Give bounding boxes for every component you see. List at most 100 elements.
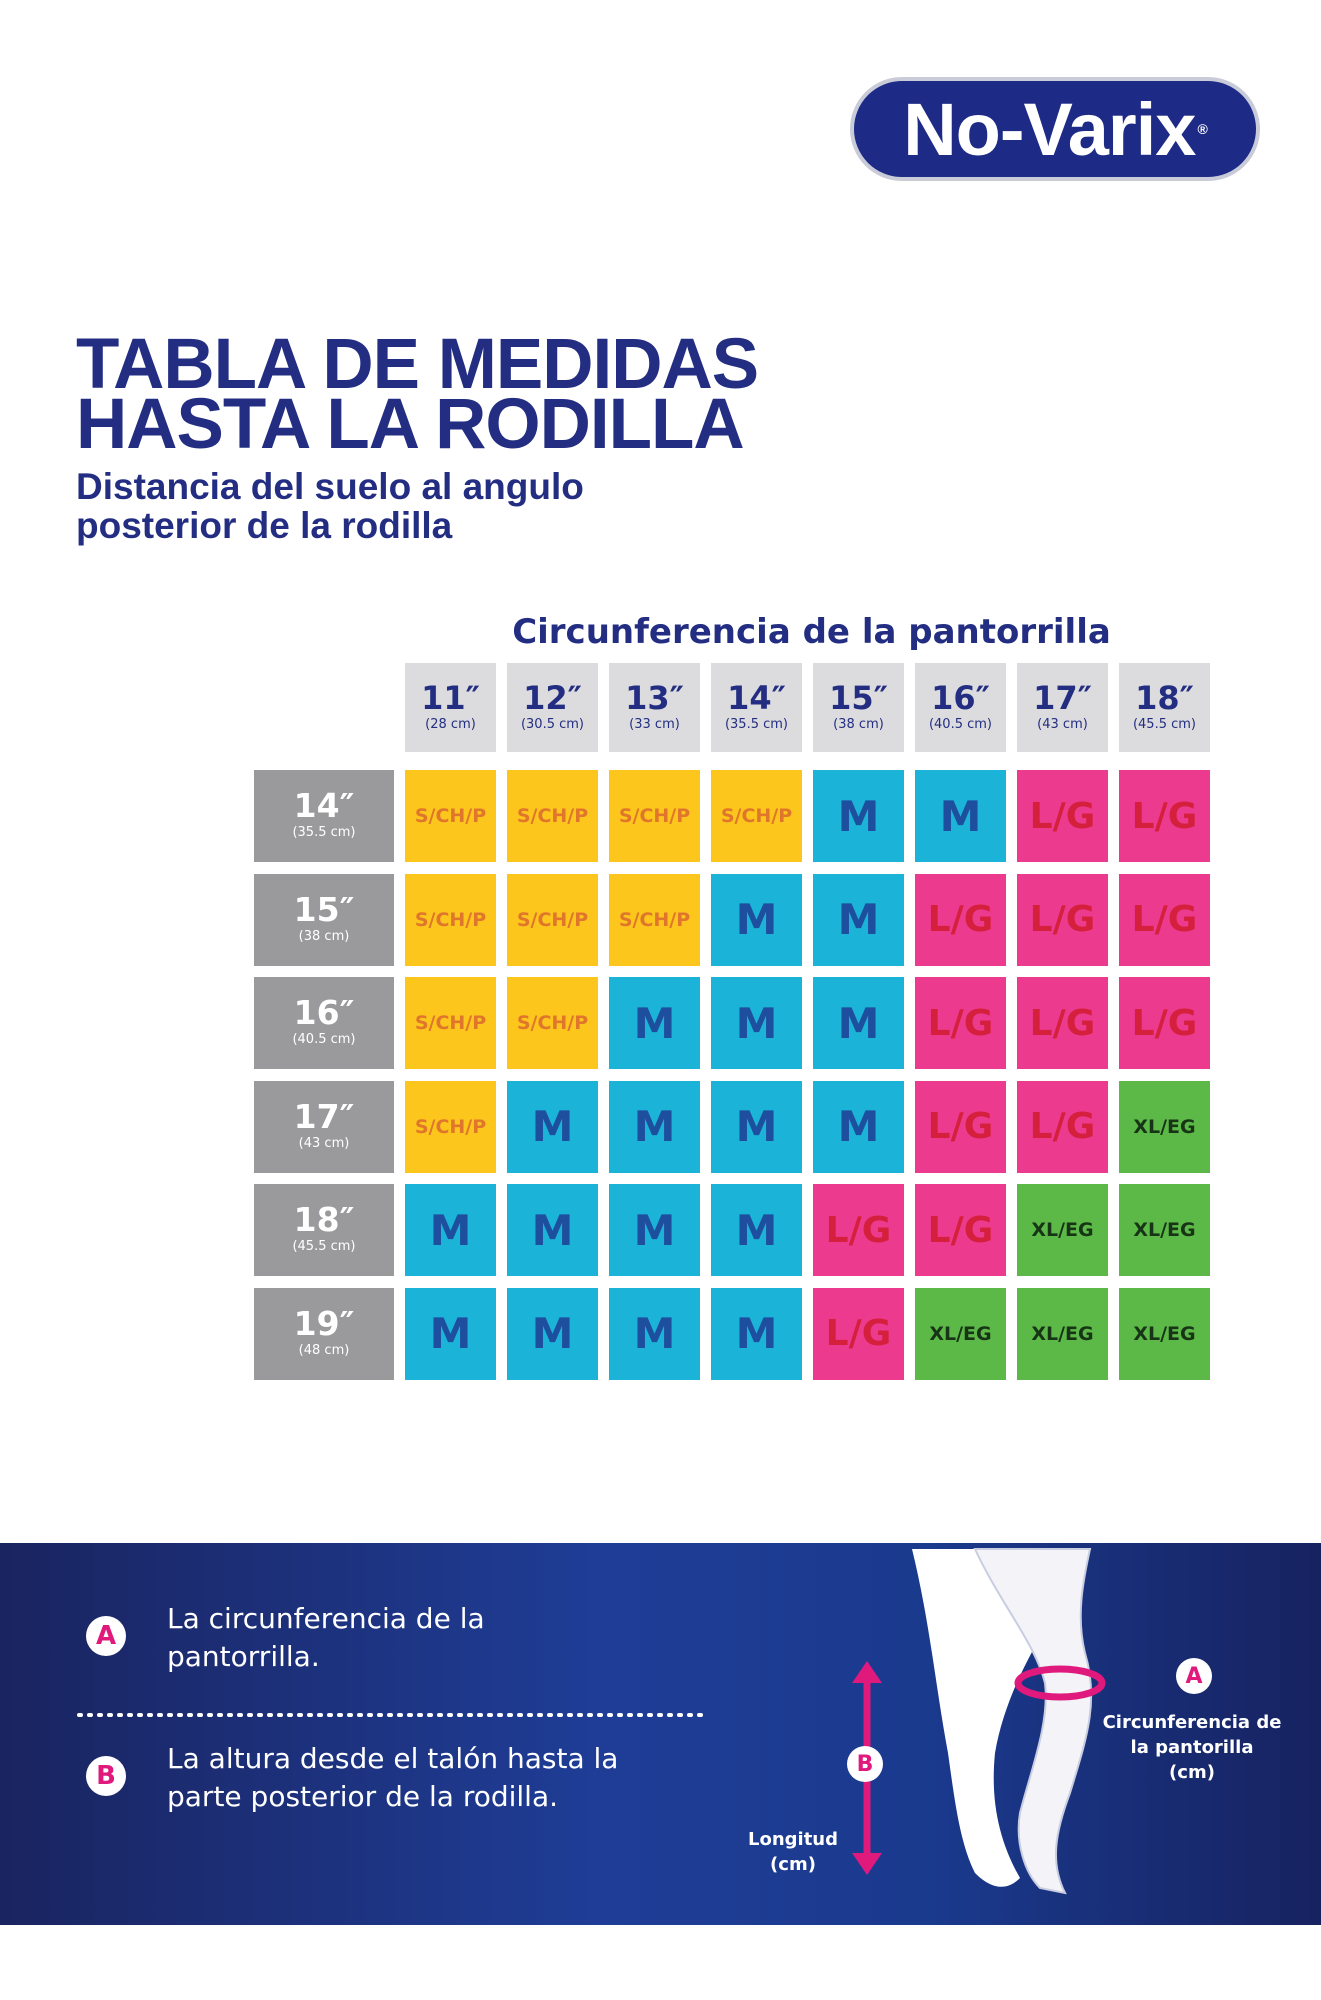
diagram-label: (cm): [1169, 1762, 1215, 1783]
size-cell: M: [813, 977, 904, 1069]
size-cell: XL/EG: [1119, 1287, 1210, 1380]
legend-marker: B: [86, 1756, 126, 1796]
size-cell: M: [507, 1080, 598, 1173]
size-cell: XL/EG: [1119, 1080, 1210, 1173]
row-inch: 17″: [293, 1096, 355, 1136]
size-cell: M: [711, 1080, 802, 1173]
row-inch: 14″: [293, 786, 355, 825]
size-cell: S/CH/P: [405, 873, 496, 966]
size-cell: S/CH/P: [507, 977, 598, 1069]
size-cell: S/CH/P: [609, 873, 700, 966]
diagram-label: (cm): [770, 1854, 816, 1875]
column-cm: (43 cm): [1037, 717, 1088, 732]
leg-front: [973, 1548, 1093, 1895]
column-inch: 16″: [931, 679, 990, 717]
size-cell: M: [813, 770, 904, 862]
row-header: 14″ (35.5 cm): [254, 770, 394, 862]
size-cell: L/G: [1017, 770, 1108, 862]
size-cell: S/CH/P: [405, 1080, 496, 1173]
row-inch: 19″: [293, 1303, 355, 1343]
column-inch: 14″: [727, 679, 786, 717]
info-band: [0, 1543, 1321, 1925]
size-cell: M: [507, 1184, 598, 1276]
size-cell: M: [711, 873, 802, 966]
diagram-label: Longitud: [747, 1829, 838, 1850]
legend-text: pantorrilla.: [167, 1640, 320, 1673]
logo-mark: ®: [1197, 121, 1207, 137]
legend-text: La circunferencia de la: [167, 1602, 485, 1635]
diagram-label: Circunferencia de: [1102, 1712, 1282, 1733]
row-cm: (48 cm): [298, 1342, 350, 1358]
row-cm: (40.5 cm): [292, 1032, 356, 1047]
column-cm: (35.5 cm): [724, 717, 789, 732]
legend-marker: A: [86, 1616, 126, 1656]
size-cell: M: [711, 977, 802, 1069]
size-cell: M: [813, 873, 904, 966]
row-inch: 16″: [293, 993, 355, 1032]
size-cell: L/G: [1119, 873, 1210, 966]
size-cell: S/CH/P: [711, 770, 802, 862]
calf-ring: [1014, 1665, 1106, 1701]
column-cm: (45.5 cm): [1132, 717, 1197, 732]
legend-text: La altura desde el talón hasta la: [167, 1742, 619, 1775]
size-cell: S/CH/P: [405, 977, 496, 1069]
column-inch: 12″: [523, 679, 582, 717]
title-line: HASTA LA RODILLA: [76, 385, 745, 464]
row-inch: 18″: [293, 1200, 355, 1239]
size-cell: S/CH/P: [507, 770, 598, 862]
size-cell: L/G: [813, 1184, 904, 1276]
column-header: 11″ (28 cm): [405, 663, 496, 752]
size-cell: M: [609, 1184, 700, 1276]
size-cell: L/G: [915, 1184, 1006, 1276]
column-cm: (28 cm): [425, 717, 476, 732]
row-cm: (43 cm): [298, 1135, 350, 1151]
size-cell: L/G: [1119, 770, 1210, 862]
column-cm: (30.5 cm): [520, 717, 585, 732]
column-cm: (38 cm): [833, 717, 884, 732]
row-cm: (35.5 cm): [292, 825, 356, 840]
row-cm: (45.5 cm): [292, 1239, 356, 1254]
size-cell: XL/EG: [915, 1287, 1006, 1380]
size-cell: L/G: [1017, 1080, 1108, 1173]
diagram-label: la pantorilla: [1130, 1737, 1254, 1758]
size-cell: M: [915, 770, 1006, 862]
size-cell: M: [405, 1287, 496, 1380]
subtitle-line: posterior de la rodilla: [76, 505, 453, 546]
size-cell: XL/EG: [1017, 1184, 1108, 1276]
row-inch: 15″: [293, 889, 355, 929]
column-header: 17″ (43 cm): [1017, 663, 1108, 752]
diagram-marker: A: [1176, 1658, 1212, 1694]
column-header: 12″ (30.5 cm): [507, 663, 598, 752]
size-cell: M: [609, 1287, 700, 1380]
column-inch: 11″: [421, 679, 480, 717]
size-cell: L/G: [915, 1080, 1006, 1173]
row-cm: (38 cm): [298, 928, 350, 944]
size-cell: L/G: [915, 873, 1006, 966]
column-cm: (33 cm): [629, 717, 680, 732]
arrow-head: [852, 1661, 882, 1683]
subtitle-line: Distancia del suelo al angulo: [76, 466, 584, 507]
size-cell: M: [609, 1080, 700, 1173]
column-header: 14″ (35.5 cm): [711, 663, 802, 752]
size-cell: S/CH/P: [405, 770, 496, 862]
row-header: 19″ (48 cm): [254, 1287, 394, 1380]
size-cell: M: [507, 1287, 598, 1380]
row-header: 16″ (40.5 cm): [254, 977, 394, 1069]
arrow-head: [852, 1853, 882, 1875]
column-inch: 15″: [829, 679, 888, 717]
column-cm: (40.5 cm): [928, 717, 993, 732]
column-header: 13″ (33 cm): [609, 663, 700, 752]
column-inch: 17″: [1033, 679, 1092, 717]
logo: No-Varix ®: [850, 77, 1260, 181]
column-inch: 13″: [625, 679, 684, 717]
size-cell: M: [711, 1287, 802, 1380]
row-header: 17″ (43 cm): [254, 1080, 394, 1173]
size-cell: M: [711, 1184, 802, 1276]
column-header: 16″ (40.5 cm): [915, 663, 1006, 752]
size-cell: L/G: [1017, 873, 1108, 966]
size-cell: M: [813, 1080, 904, 1173]
logo-text: No-Varix: [903, 87, 1196, 171]
column-header: 18″ (45.5 cm): [1119, 663, 1210, 752]
title-line: TABLA DE MEDIDAS: [76, 325, 759, 404]
